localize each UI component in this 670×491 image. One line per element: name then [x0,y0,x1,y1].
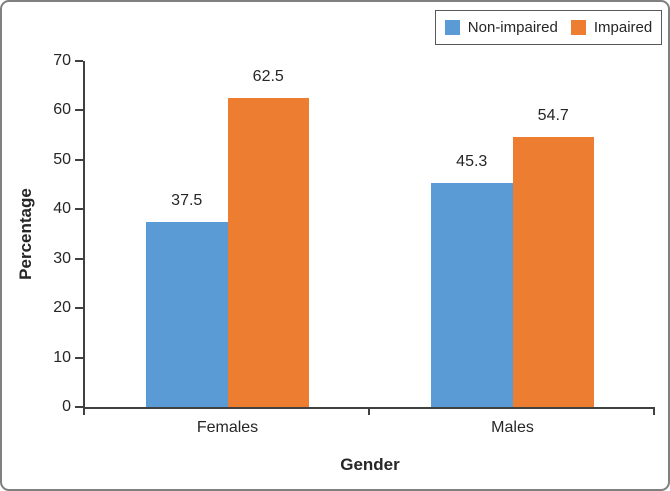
y-tick-label: 50 [53,150,71,168]
legend-swatch-non-impaired [444,20,460,35]
x-axis-tick [368,409,370,415]
y-axis-line [83,61,85,415]
bar-impaired-females [227,98,309,407]
y-tick-label: 30 [53,249,71,267]
data-label-non-impaired-males: 45.3 [456,153,488,171]
data-label-impaired-females: 62.5 [252,68,284,86]
legend-swatch-impaired [570,20,586,35]
legend-item-impaired: Impaired [570,19,653,36]
category-label-females: Females [196,419,259,436]
y-tick-label: 10 [53,348,71,366]
x-axis-tick [653,409,655,415]
y-tick-label: 60 [53,101,71,119]
y-tick-label: 20 [53,299,71,317]
y-tick-label: 40 [53,200,71,218]
bar-non-impaired-males [431,183,513,407]
y-axis-tick [75,208,83,211]
x-axis-line [83,407,655,409]
y-axis-tick [75,257,83,260]
y-axis-tick [75,356,83,359]
legend-label-non-impaired: Non-impaired [467,19,558,36]
data-label-non-impaired-females: 37.5 [171,191,203,209]
y-tick-label: 70 [53,52,71,69]
chart-legend: Non-impaired Impaired [435,10,662,45]
bar-impaired-males [512,136,594,407]
x-axis-title: Gender [340,455,400,474]
category-label-males: Males [491,419,534,436]
data-label-impaired-males: 54.7 [537,106,569,124]
y-axis-tick [75,109,83,112]
legend-label-impaired: Impaired [593,19,653,36]
y-axis-tick [75,60,83,62]
bar-non-impaired-females [146,221,228,407]
y-axis-tick [75,158,83,161]
y-axis-tick [75,307,83,310]
y-axis-tick [75,406,83,408]
y-tick-label: 0 [62,398,71,415]
legend-item-non-impaired: Non-impaired [444,19,558,36]
